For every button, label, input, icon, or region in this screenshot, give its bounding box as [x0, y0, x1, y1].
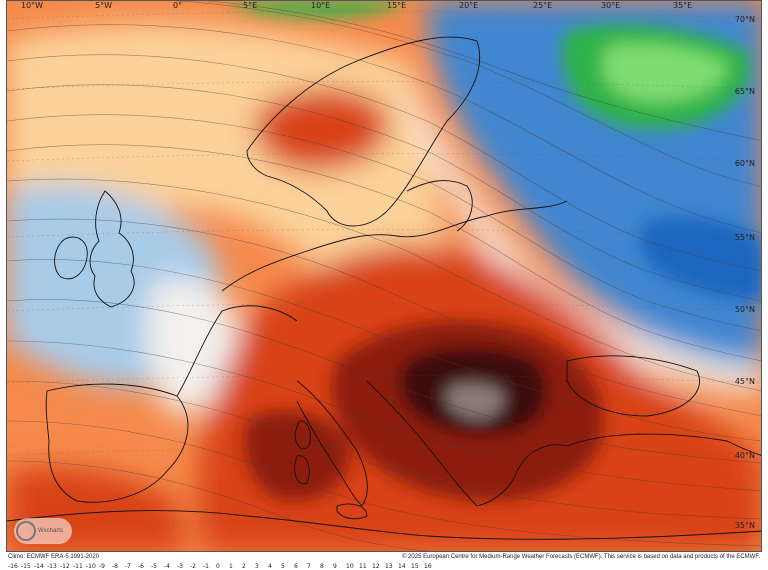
scale-label: 14	[398, 563, 406, 570]
scale-label: 6	[294, 563, 298, 570]
scale-label: 4	[268, 563, 272, 570]
lon-label: 35°E	[673, 1, 693, 10]
lon-label: 5°W	[95, 1, 112, 10]
scale-label: -13	[47, 563, 57, 570]
scale-label: 0	[216, 563, 220, 570]
lon-label: 25°E	[533, 1, 553, 10]
logo-text: Wxcharts	[38, 528, 64, 534]
scale-label: -2	[190, 563, 196, 570]
lon-label: 15°E	[387, 1, 407, 10]
lon-label: 20°E	[459, 1, 479, 10]
lon-label: 10°E	[311, 1, 331, 10]
scale-label: 3	[255, 563, 259, 570]
lat-label: 35°N	[734, 521, 755, 530]
lon-label: 10°W	[21, 1, 44, 10]
scale-label: -14	[34, 563, 44, 570]
lat-label: 60°N	[734, 159, 755, 168]
scale-label: -1	[203, 563, 209, 570]
green-core-russia	[602, 43, 728, 103]
scale-label: -11	[73, 563, 83, 570]
very-cold-east	[639, 217, 761, 301]
scale-label: 15	[411, 563, 419, 570]
coastlines	[7, 36, 761, 540]
scale-label: 5	[281, 563, 285, 570]
scale-label: 1	[229, 563, 233, 570]
lat-label: 50°N	[734, 305, 755, 314]
climo-source: Climo: ECMWF ERA-5 1991-2020	[8, 554, 100, 560]
scale-label: 8	[320, 563, 324, 570]
lon-label: 0°	[173, 1, 183, 10]
scale-label: 10	[346, 563, 354, 570]
scale-label: 12	[372, 563, 380, 570]
lat-label: 40°N	[734, 451, 755, 460]
logo-circle-icon	[16, 521, 36, 541]
graticule	[7, 11, 761, 528]
lat-label: 65°N	[734, 87, 755, 96]
lat-label: 45°N	[734, 377, 755, 386]
copyright-notice: © 2025 European Centre for Medium-Range …	[401, 554, 760, 560]
scale-label: -16	[8, 563, 18, 570]
map-canvas	[7, 1, 761, 551]
scale-label: 7	[307, 563, 311, 570]
scale-label: -3	[177, 563, 183, 570]
scale-label: -15	[21, 563, 31, 570]
scale-label: 9	[333, 563, 337, 570]
scale-label: 11	[359, 563, 367, 570]
lon-label: 5°E	[243, 1, 258, 10]
color-scale-labels: -16 -15 -14 -13 -12 -11 -10 -9 -8 -7 -6 …	[0, 563, 768, 570]
green-anomaly-top	[227, 1, 407, 18]
scale-label: 16	[424, 563, 432, 570]
scale-label: -5	[151, 563, 157, 570]
lat-label: 70°N	[734, 15, 755, 24]
scale-label: -9	[99, 563, 105, 570]
scale-label: -7	[125, 563, 131, 570]
hot-area-norway	[254, 88, 389, 171]
isobar-lines	[7, 1, 761, 551]
wxcharts-logo: Wxcharts	[14, 518, 72, 544]
scale-label: -6	[138, 563, 144, 570]
grey-core-balkans	[447, 383, 504, 419]
footer: Climo: ECMWF ERA-5 1991-2020 © 2025 Euro…	[0, 553, 768, 563]
neutral-halo-west	[146, 279, 239, 414]
scale-label: 2	[242, 563, 246, 570]
scale-label: -8	[112, 563, 118, 570]
scale-label: -12	[60, 563, 70, 570]
scale-label: -10	[86, 563, 96, 570]
scale-label: -4	[164, 563, 170, 570]
lon-label: 30°E	[601, 1, 621, 10]
scale-label: 13	[385, 563, 393, 570]
temperature-anomaly-map: 10°W 5°W 0° 5°E 10°E 15°E 20°E 25°E 30°E…	[6, 0, 762, 552]
lat-label: 55°N	[734, 233, 755, 242]
